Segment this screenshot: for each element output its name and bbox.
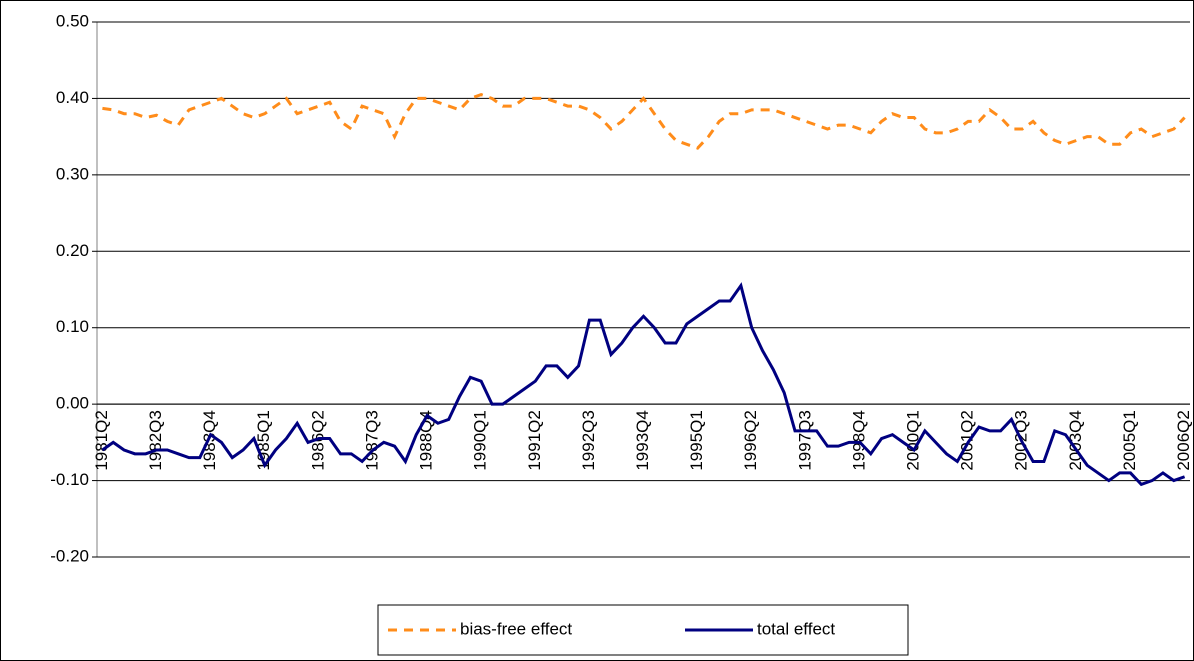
x-tick-label: 1992Q3 xyxy=(579,410,598,471)
x-tick-label: 1997Q3 xyxy=(795,410,814,471)
y-tick-label: -0.10 xyxy=(50,470,89,489)
x-tick-label: 1985Q1 xyxy=(254,410,273,471)
y-tick-label: 0.20 xyxy=(56,241,89,260)
legend-label: total effect xyxy=(757,619,835,638)
x-tick-label: 1998Q4 xyxy=(849,410,868,471)
y-tick-label: -0.20 xyxy=(50,546,89,565)
x-tick-label: 1990Q1 xyxy=(471,410,490,471)
series-line xyxy=(102,93,1186,150)
y-tick-label: 0.50 xyxy=(56,11,89,30)
x-tick-label: 2006Q2 xyxy=(1174,410,1193,471)
y-tick-label: 0.30 xyxy=(56,164,89,183)
x-tick-label: 2001Q2 xyxy=(958,410,977,471)
x-tick-label: 1991Q2 xyxy=(525,410,544,471)
x-tick-label: 2000Q1 xyxy=(904,410,923,471)
x-tick-label: 1983Q4 xyxy=(200,410,219,471)
x-tick-label: 1982Q3 xyxy=(146,410,165,471)
x-tick-label: 1981Q2 xyxy=(92,410,111,471)
x-tick-label: 1996Q2 xyxy=(741,410,760,471)
legend-box xyxy=(377,604,909,656)
y-tick-label: 0.00 xyxy=(56,394,89,413)
y-tick-label: 0.10 xyxy=(56,317,89,336)
x-tick-label: 2005Q1 xyxy=(1120,410,1139,471)
x-tick-label: 1995Q1 xyxy=(687,410,706,471)
x-tick-label: 1993Q4 xyxy=(633,410,652,471)
x-tick-label: 1987Q3 xyxy=(362,410,381,471)
legend-label: bias-free effect xyxy=(460,619,572,638)
y-tick-label: 0.40 xyxy=(56,88,89,107)
series-line xyxy=(101,282,1186,487)
